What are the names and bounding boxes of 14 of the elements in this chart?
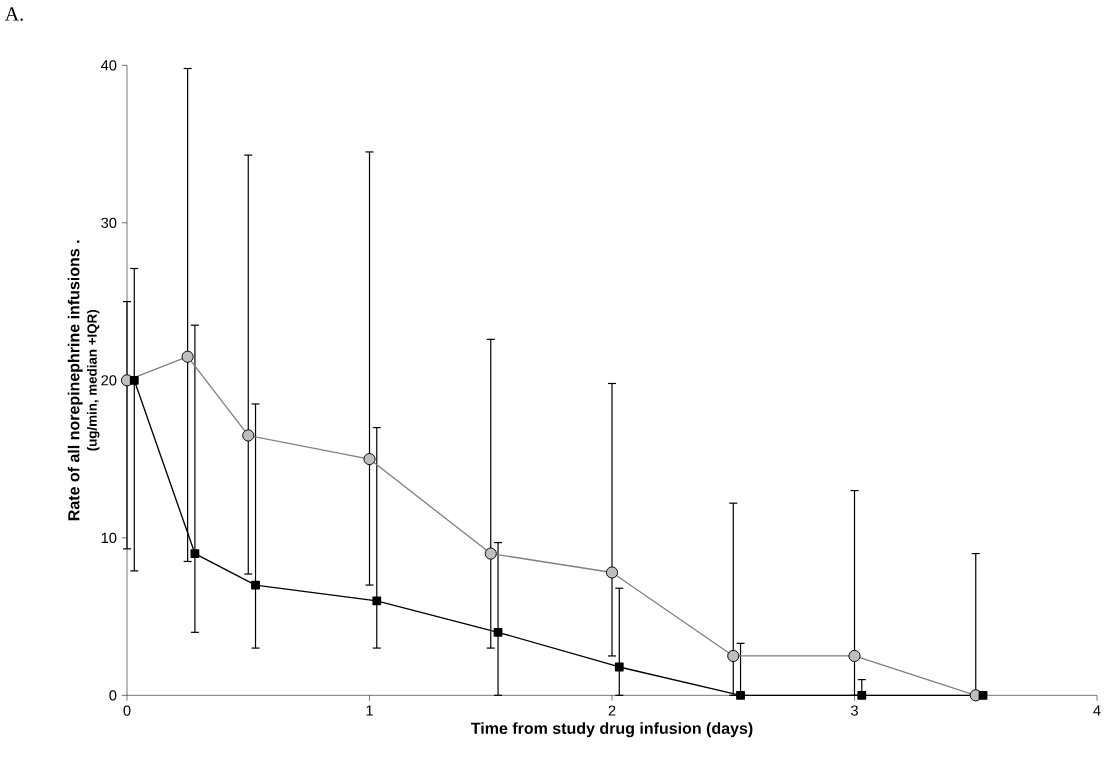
x-axis-title: Time from study drug infusion (days) [471,722,753,738]
x-tick-label: 3 [851,705,858,716]
x-tick-label: 0 [123,705,131,716]
x-tick-label: 4 [1093,705,1101,716]
text: (ug/min, median +IQR) [87,309,100,451]
x-tick-label: 2 [608,705,616,716]
y-tick-label: 20 [101,374,117,386]
y-tick-label: 40 [100,59,117,71]
y-tick-label: 10 [101,532,117,543]
y-tick-label: 30 [101,217,117,228]
y-axis-title: Rate of all norepinephrine infusions . [67,240,83,521]
y-tick-label: 0 [109,690,117,701]
x-tick-label: 1 [366,705,373,716]
chart-title: A. [4,7,23,21]
